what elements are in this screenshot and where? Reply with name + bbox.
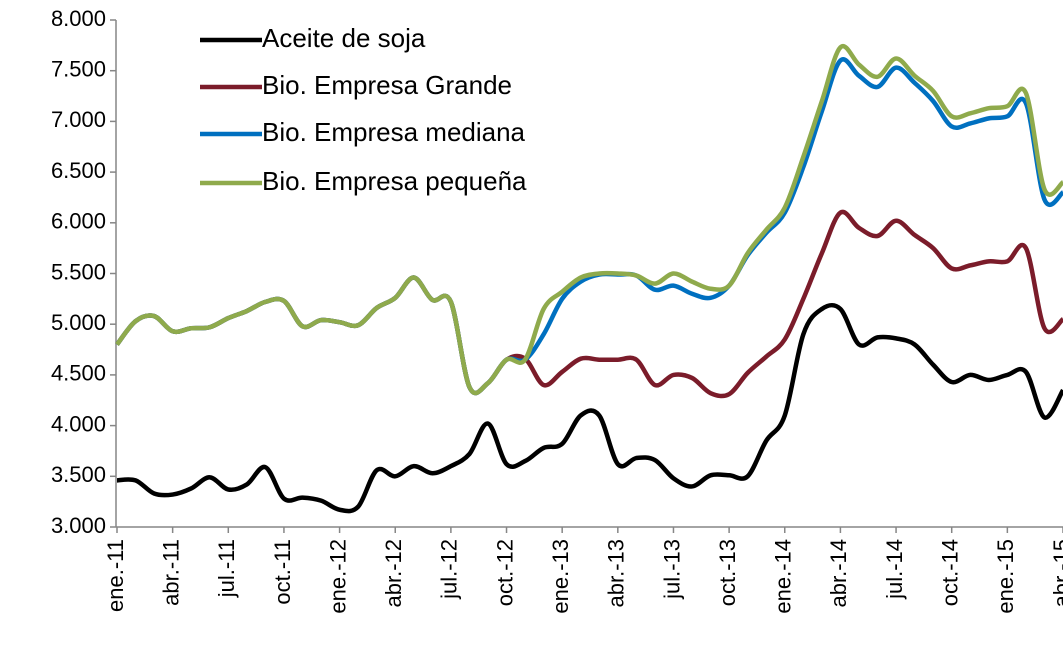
y-tick-label: 3.500: [51, 462, 106, 487]
x-tick-label: abr.-12: [381, 539, 406, 608]
x-tick-label: abr.-14: [826, 539, 851, 608]
x-tick-label: jul.-11: [214, 539, 239, 598]
x-tick-label: abr.-15: [1049, 539, 1063, 608]
y-tick-label: 8.000: [51, 6, 106, 31]
y-tick-label: 5.500: [51, 259, 106, 284]
x-tick-label: ene.-14: [771, 539, 796, 614]
legend-label: Bio. Empresa Grande: [262, 70, 512, 100]
legend-label: Aceite de soja: [262, 23, 426, 53]
x-tick-label: ene.-15: [993, 539, 1018, 614]
x-tick-label: ene.-11: [103, 539, 128, 612]
line: [116, 302, 1063, 514]
y-tick-label: 6.500: [51, 158, 106, 183]
x-tick-label: jul.-13: [659, 539, 684, 600]
x-tick-label: oct.-11: [270, 539, 295, 605]
x-tick-label: oct.-14: [938, 539, 963, 606]
y-tick-label: 5.000: [51, 310, 106, 335]
y-tick-label: 7.000: [51, 107, 106, 132]
x-tick-label: jul.-14: [882, 539, 907, 600]
y-tick-label: 6.000: [51, 209, 106, 234]
y-tick-label: 7.500: [51, 57, 106, 82]
x-tick-label: jul.-12: [437, 539, 462, 600]
y-tick-label: 4.000: [51, 411, 106, 436]
x-tick-label: ene.-12: [325, 539, 350, 614]
line: [115, 57, 1063, 396]
x-tick-label: abr.-13: [604, 539, 629, 608]
y-tick-label: 3.000: [51, 513, 106, 538]
x-tick-label: oct.-12: [492, 539, 517, 606]
legend-label: Bio. Empresa pequeña: [262, 166, 527, 196]
y-tick-label: 4.500: [51, 361, 106, 386]
x-tick-label: oct.-13: [715, 539, 740, 606]
x-tick-label: ene.-13: [548, 539, 573, 614]
line: [115, 43, 1063, 396]
legend-label: Bio. Empresa mediana: [262, 117, 526, 147]
x-tick-label: abr.-11: [158, 539, 183, 606]
